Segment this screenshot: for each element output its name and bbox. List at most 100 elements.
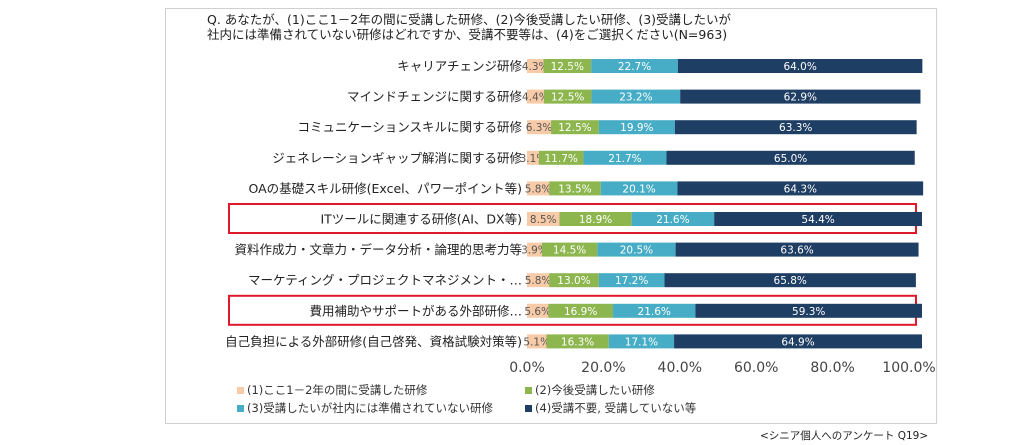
legend-swatch (237, 387, 244, 394)
data-label: 17.1% (625, 336, 658, 348)
bar-segment (551, 120, 599, 135)
category-label: 自己負担による外部研修(自己啓発、資格試験対策等) (225, 334, 522, 349)
bar-segment (714, 212, 922, 226)
bar-segment (527, 181, 550, 196)
category-label: マインドチェンジに関する研修 (347, 89, 523, 104)
data-label: 63.3% (779, 122, 812, 134)
data-label: 14.5% (553, 245, 586, 257)
chart-frame (165, 8, 937, 424)
data-label: 22.7% (618, 61, 651, 73)
bar-segment (608, 334, 675, 349)
data-label: 64.0% (783, 61, 816, 73)
bar-segment (559, 212, 632, 226)
data-label: 21.6% (638, 306, 671, 318)
bar-segment (527, 242, 542, 257)
category-label: マーケティング・プロジェクトマネジメント・… (248, 273, 522, 288)
question-text: Q. あなたが、(1)ここ1－2年の間に受講した研修、(2)今後受講したい研修、… (207, 12, 731, 42)
data-label: 5.1% (523, 336, 550, 348)
category-label: 資料作成力・文章力・データ分析・論理的思考力等 (234, 242, 522, 257)
bar-segment (527, 120, 552, 135)
data-label: 12.5% (551, 92, 584, 104)
category-label: ITツールに関連する研修(AI、DX等) (320, 212, 522, 227)
bar-segment (591, 89, 681, 104)
legend-label: (4)受講不要, 受講していない等 (535, 401, 696, 415)
data-label: 62.9% (784, 92, 817, 104)
category-label: OAの基礎スキル研修(Excel、パワーポイント等) (248, 181, 522, 196)
bar-segment (677, 59, 923, 73)
legend-swatch (525, 405, 532, 412)
data-label: 63.6% (780, 245, 813, 257)
data-label: 12.5% (551, 61, 584, 73)
data-label: 59.3% (792, 306, 825, 318)
data-label: 16.3% (561, 336, 594, 348)
data-label: 20.1% (622, 183, 655, 195)
bar-segment (631, 212, 715, 226)
question-line-2: 社内には準備されていない研修はどれですか、受講不要等は、(4)をご選択ください(… (207, 27, 728, 42)
legend-label: (1)ここ1－2年の間に受講した研修 (247, 383, 428, 397)
data-label: 4.4% (522, 92, 549, 104)
data-label: 16.9% (564, 306, 597, 318)
bar-segment (664, 273, 916, 288)
data-label: 18.9% (579, 214, 612, 226)
data-label: 21.6% (656, 214, 689, 226)
data-label: 13.5% (558, 183, 591, 195)
data-label: 19.9% (620, 122, 653, 134)
x-tick-label: 100.0% (882, 360, 935, 376)
data-label: 6.3% (526, 122, 553, 134)
data-label: 11.7% (545, 153, 578, 165)
source-note: <シニア個人へのアンケート Q19> (760, 430, 929, 442)
bar-segment (543, 59, 592, 73)
data-label: 64.3% (784, 183, 817, 195)
bar-segment (541, 242, 598, 257)
data-label: 20.5% (620, 245, 653, 257)
bar-segment (546, 334, 609, 349)
bar-segment (680, 89, 921, 104)
bar-segment (674, 334, 922, 349)
x-tick-label: 20.0% (581, 360, 625, 376)
bar-segment (666, 150, 915, 165)
bar-segment (549, 273, 599, 288)
bar-segment (527, 89, 544, 104)
bar-segment (591, 59, 678, 73)
data-label: 23.2% (619, 92, 652, 104)
data-label: 21.7% (608, 153, 641, 165)
bar-segment (612, 303, 696, 318)
x-tick-label: 40.0% (658, 360, 702, 376)
bar-segment (598, 273, 665, 288)
bar-segment (677, 181, 924, 196)
data-label: 13.0% (557, 275, 590, 287)
bar-segment (548, 303, 613, 318)
legend-swatch (237, 405, 244, 412)
data-label: 5.6% (524, 306, 551, 318)
data-label: 4.3% (522, 61, 549, 73)
bar-segment (527, 212, 560, 226)
question-line-1: Q. あなたが、(1)ここ1－2年の間に受講した研修、(2)今後受講したい研修、… (207, 12, 732, 27)
bar-segment (549, 181, 601, 196)
bar-segment (527, 273, 550, 288)
bar-segment (527, 150, 539, 165)
legend-label: (2)今後受講したい研修 (535, 383, 655, 397)
data-label: 17.2% (615, 275, 648, 287)
x-tick-label: 60.0% (734, 360, 778, 376)
category-label: キャリアチェンジ研修 (397, 59, 522, 74)
bar-segment (538, 150, 584, 165)
bar-segment (674, 120, 917, 135)
category-label: 費用補助やサポートがある外部研修… (309, 303, 522, 318)
bar-segment (583, 150, 667, 165)
bar-segment (543, 89, 592, 104)
data-label: 5.8% (525, 183, 552, 195)
category-label: コミュニケーションスキルに関する研修 (297, 120, 522, 135)
bar-segment (527, 59, 544, 73)
data-label: 65.8% (774, 275, 807, 287)
data-label: 8.5% (530, 214, 557, 226)
bar-segment (527, 303, 549, 318)
bar-segment (695, 303, 922, 318)
legend-label: (3)受講したいが社内には準備されていない研修 (247, 401, 493, 415)
bar-segment (675, 242, 919, 257)
bar-segment (600, 181, 678, 196)
legend-swatch (525, 387, 532, 394)
data-label: 64.9% (781, 336, 814, 348)
data-label: 12.5% (558, 122, 591, 134)
category-label: ジェネレーションギャップ解消に関する研修 (272, 150, 522, 165)
